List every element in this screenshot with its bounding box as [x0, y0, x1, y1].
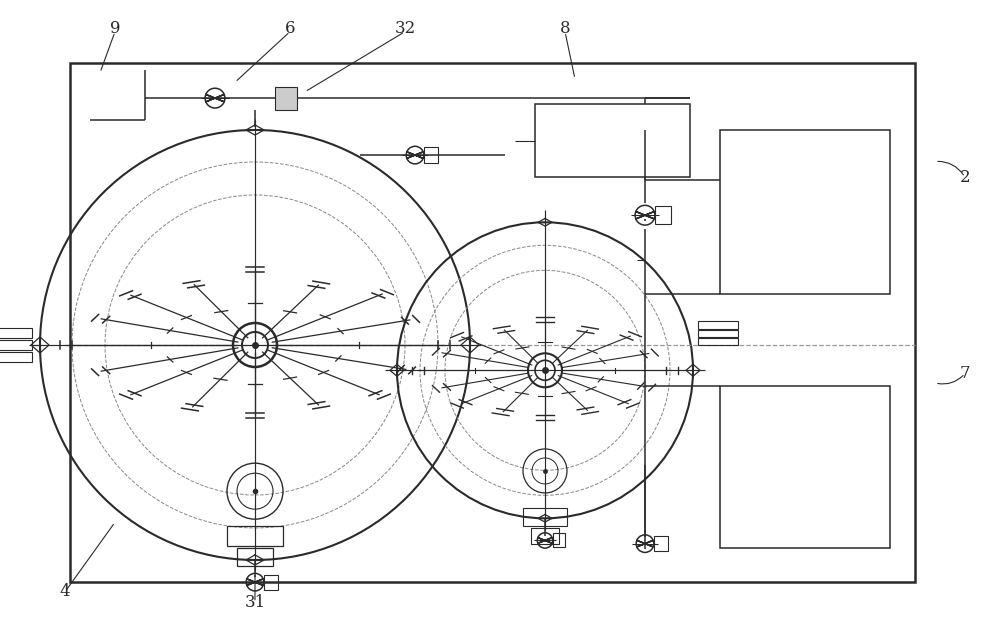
Bar: [275, 87, 297, 110]
Bar: [264, 575, 278, 590]
Bar: [654, 536, 668, 551]
Bar: [70, 63, 915, 582]
Text: 31: 31: [244, 594, 266, 611]
Bar: [720, 130, 890, 294]
Bar: [655, 206, 671, 224]
Bar: [720, 386, 890, 548]
Bar: [424, 147, 438, 163]
Bar: [698, 321, 738, 329]
Bar: [0, 328, 32, 338]
Text: 9: 9: [110, 20, 120, 37]
Bar: [227, 526, 283, 546]
Text: 8: 8: [560, 20, 570, 37]
Bar: [0, 352, 32, 362]
Text: 2: 2: [960, 169, 970, 185]
Bar: [698, 330, 738, 337]
Bar: [553, 534, 565, 548]
Text: 32: 32: [394, 20, 416, 37]
Text: 4: 4: [60, 584, 70, 600]
Bar: [535, 104, 690, 177]
Bar: [237, 548, 273, 566]
Text: 7: 7: [960, 365, 970, 382]
Bar: [698, 338, 738, 346]
Text: 6: 6: [285, 20, 295, 37]
Bar: [0, 340, 32, 350]
Bar: [531, 528, 559, 544]
Bar: [523, 508, 567, 526]
